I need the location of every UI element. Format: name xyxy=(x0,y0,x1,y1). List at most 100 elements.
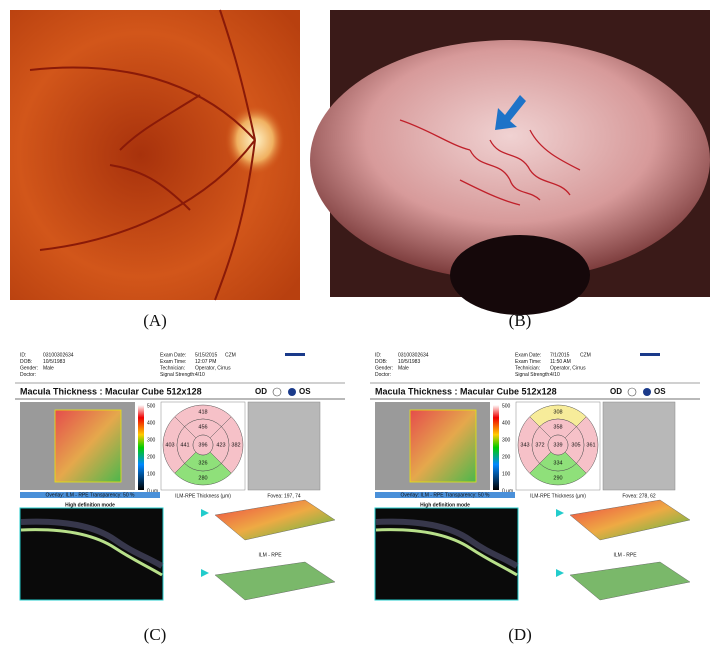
field-key: Gender: xyxy=(20,365,38,371)
field-key: Exam Time: xyxy=(160,359,186,365)
sector-value: 403 xyxy=(165,442,174,448)
overlay-bar xyxy=(375,492,515,498)
colorbar-label: 500 xyxy=(147,403,156,409)
sector-value: 382 xyxy=(231,442,240,448)
surface-marker xyxy=(556,509,564,517)
field-value: 03100302634 xyxy=(43,352,74,358)
fovea-label: Fovea: 197, 74 xyxy=(267,493,301,499)
sector-value: 334 xyxy=(553,460,562,466)
field-key: Exam Time: xyxy=(515,359,541,365)
os-radio xyxy=(643,388,651,396)
field-key: DOB: xyxy=(20,359,32,365)
slab-image xyxy=(602,401,676,491)
panel-label: (B) xyxy=(509,311,532,330)
field-key: Doctor: xyxy=(20,372,36,378)
sector-value: 280 xyxy=(198,475,207,481)
center-sector xyxy=(192,434,214,456)
os-radio xyxy=(288,388,296,396)
oct-report: ID: 03100302634 DOB: 10/5/1983 Gender: Male Do… xyxy=(370,352,700,601)
brand-bar xyxy=(285,353,305,356)
bscan-layer xyxy=(20,518,164,569)
field-value: 4/10 xyxy=(195,372,205,378)
colorbar-label: 0 µm xyxy=(147,488,158,494)
slab-image xyxy=(247,401,321,491)
sector-value: 372 xyxy=(535,442,544,448)
colorbar xyxy=(493,405,499,490)
field-value: Male xyxy=(398,365,409,371)
thickness-overlay xyxy=(409,409,477,483)
field-key: Exam Date: xyxy=(160,352,186,358)
eye-photo xyxy=(310,10,710,315)
surface-3d xyxy=(569,561,691,601)
field-value: Operator, Cirrus xyxy=(550,365,586,371)
field-key: DOB: xyxy=(375,359,387,365)
sector-value: 418 xyxy=(198,409,207,415)
surface-marker xyxy=(556,569,564,577)
thickness-overlay xyxy=(54,409,122,483)
os-label: OS xyxy=(654,387,666,396)
od-label: OD xyxy=(255,387,267,396)
sector-value: 339 xyxy=(553,442,562,448)
colorbar-label: 300 xyxy=(502,437,511,443)
colorbar-label: 400 xyxy=(502,420,511,426)
thickness-label: ILM-RPE Thickness (µm) xyxy=(530,493,586,499)
report-title: Macula Thickness : Macular Cube 512x128 xyxy=(375,386,557,396)
surface-3d xyxy=(214,561,336,601)
sector-value: 308 xyxy=(553,409,562,415)
surface-3d xyxy=(569,499,691,541)
sector-value: 441 xyxy=(180,442,189,448)
overlay-text: Overlay: ILM - RPE Transparency: 50 % xyxy=(46,492,135,498)
field-key: Doctor: xyxy=(375,372,391,378)
overlay-text: Overlay: ILM - RPE Transparency: 50 % xyxy=(401,492,490,498)
sector-value: 456 xyxy=(198,424,207,430)
colorbar-label: 100 xyxy=(147,471,156,477)
field-value: 11:50 AM xyxy=(550,359,571,365)
panel-label: (C) xyxy=(144,625,167,644)
hd-label: High definition mode xyxy=(65,502,115,508)
field-key: Exam Date: xyxy=(515,352,541,358)
brand-bar xyxy=(640,353,660,356)
fovea-label: Fovea: 278, 62 xyxy=(622,493,656,499)
field-value: 12:07 PM xyxy=(195,359,216,365)
fundus-photo xyxy=(10,9,300,301)
hd-label: High definition mode xyxy=(420,502,470,508)
center-sector xyxy=(547,434,569,456)
bscan-layer xyxy=(375,528,518,577)
colorbar-label: 200 xyxy=(147,454,156,460)
panel-label: (D) xyxy=(508,625,532,644)
brand: CZM xyxy=(225,352,236,358)
surface-marker xyxy=(201,569,209,577)
sector-value: 423 xyxy=(216,442,225,448)
brand: CZM xyxy=(580,352,591,358)
colorbar-label: 100 xyxy=(502,471,511,477)
sector-value: 326 xyxy=(198,460,207,466)
surface-marker xyxy=(201,509,209,517)
field-key: ID: xyxy=(20,352,26,358)
sector-value: 305 xyxy=(571,442,580,448)
bscan-layer xyxy=(375,518,519,569)
sector-value: 290 xyxy=(553,475,562,481)
colorbar-label: 500 xyxy=(502,403,511,409)
colorbar xyxy=(138,405,144,490)
sector-value: 396 xyxy=(198,442,207,448)
field-value: Operator, Cirrus xyxy=(195,365,231,371)
od-radio xyxy=(272,387,282,397)
field-key: Technician: xyxy=(515,365,540,371)
bscan-layer xyxy=(20,528,163,577)
surface-3d xyxy=(214,499,336,541)
surface-label: ILM - RPE xyxy=(258,552,282,558)
field-key: Technician: xyxy=(160,365,185,371)
panel-label: (A) xyxy=(143,311,167,330)
colorbar-label: 0 µm xyxy=(502,488,513,494)
field-key: Gender: xyxy=(375,365,393,371)
sector-value: 358 xyxy=(553,424,562,430)
overlay-bar xyxy=(20,492,160,498)
colorbar-label: 400 xyxy=(147,420,156,426)
field-value: 10/5/1983 xyxy=(43,359,65,365)
os-label: OS xyxy=(299,387,311,396)
field-value: 10/5/1983 xyxy=(398,359,420,365)
field-value: 5/15/2015 xyxy=(195,352,217,358)
od-label: OD xyxy=(610,387,622,396)
field-value: 7/1/2015 xyxy=(550,352,570,358)
